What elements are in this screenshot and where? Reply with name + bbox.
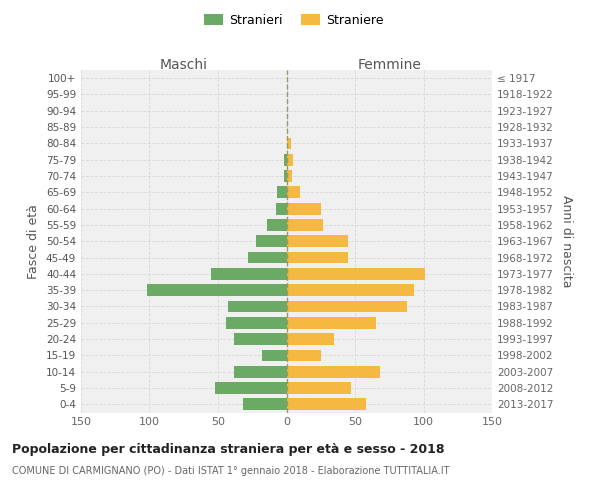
Bar <box>287 236 348 247</box>
Bar <box>226 317 287 328</box>
Bar <box>275 203 287 214</box>
Bar <box>287 268 425 280</box>
Bar <box>287 398 366 410</box>
Bar <box>287 284 414 296</box>
Bar <box>287 382 351 394</box>
Bar <box>287 186 300 198</box>
Bar <box>235 333 287 345</box>
Bar <box>287 170 292 182</box>
Bar <box>215 382 287 394</box>
Bar <box>235 366 287 378</box>
Text: Femmine: Femmine <box>358 58 421 71</box>
Bar <box>287 300 407 312</box>
Bar <box>242 398 287 410</box>
Bar <box>284 170 287 182</box>
Bar <box>287 154 293 166</box>
Y-axis label: Fasce di età: Fasce di età <box>28 204 40 279</box>
Bar <box>211 268 287 280</box>
Bar <box>287 203 321 214</box>
Bar <box>147 284 287 296</box>
Bar <box>287 252 348 264</box>
Bar <box>287 333 334 345</box>
Bar <box>227 300 287 312</box>
Bar <box>256 236 287 247</box>
Legend: Stranieri, Straniere: Stranieri, Straniere <box>199 8 389 32</box>
Bar <box>287 350 321 362</box>
Bar <box>262 350 287 362</box>
Bar <box>287 366 380 378</box>
Bar <box>287 219 323 231</box>
Text: COMUNE DI CARMIGNANO (PO) - Dati ISTAT 1° gennaio 2018 - Elaborazione TUTTITALIA: COMUNE DI CARMIGNANO (PO) - Dati ISTAT 1… <box>12 466 449 476</box>
Y-axis label: Anni di nascita: Anni di nascita <box>560 195 573 288</box>
Text: Popolazione per cittadinanza straniera per età e sesso - 2018: Popolazione per cittadinanza straniera p… <box>12 442 445 456</box>
Text: Maschi: Maschi <box>160 58 208 71</box>
Bar <box>284 154 287 166</box>
Bar <box>287 317 376 328</box>
Bar <box>277 186 287 198</box>
Bar <box>268 219 287 231</box>
Bar <box>287 138 290 149</box>
Bar <box>248 252 287 264</box>
